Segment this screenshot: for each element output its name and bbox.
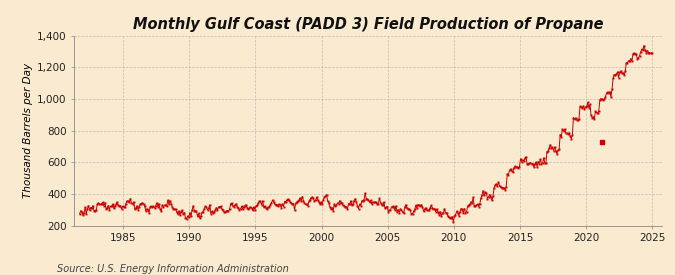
Text: Source: U.S. Energy Information Administration: Source: U.S. Energy Information Administ… [57, 264, 289, 274]
Y-axis label: Thousand Barrels per Day: Thousand Barrels per Day [23, 63, 33, 198]
Title: Monthly Gulf Coast (PADD 3) Field Production of Propane: Monthly Gulf Coast (PADD 3) Field Produc… [132, 17, 603, 32]
